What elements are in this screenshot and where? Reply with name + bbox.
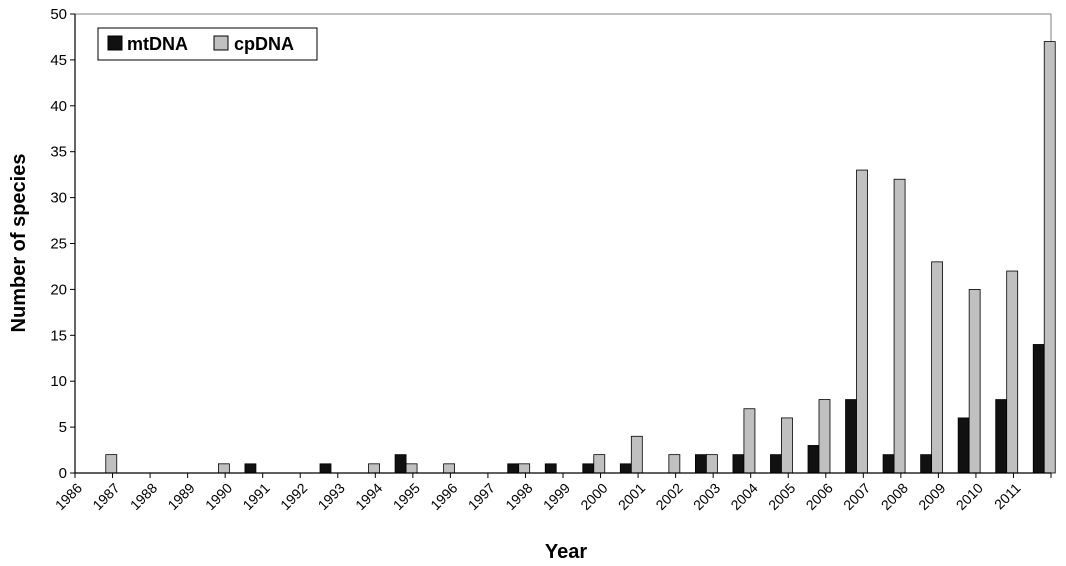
bar-cpdna-1986 — [105, 454, 118, 474]
y-tick-label: 10 — [50, 373, 67, 390]
y-tick-label: 30 — [50, 190, 67, 207]
x-tick-label: 2006 — [803, 480, 836, 513]
bar-mtdna-2010 — [995, 399, 1008, 474]
x-tick-label: 2005 — [765, 480, 798, 513]
bar-mtdna-1994 — [394, 454, 407, 474]
bar-mtdna-2011 — [1032, 344, 1045, 474]
bar-mtdna-2006 — [845, 399, 857, 474]
plot-area — [74, 13, 1052, 474]
x-tick-label: 1999 — [540, 480, 573, 513]
y-tick-label: 25 — [50, 236, 67, 253]
bars-group — [105, 41, 1056, 474]
y-tick-labels: 0 5 10 15 20 25 30 35 40 45 50 — [50, 6, 75, 482]
x-tick-label: 1997 — [465, 480, 498, 513]
bar-cpdna-2002 — [705, 454, 718, 474]
legend-label-cpdna: cpDNA — [234, 34, 294, 54]
legend-label-mtdna: mtDNA — [127, 34, 188, 54]
y-tick-label: 0 — [59, 465, 67, 482]
bar-mtdna-2005 — [807, 445, 820, 474]
y-tick-label: 45 — [50, 52, 67, 69]
x-tick-label: 1986 — [52, 480, 85, 513]
x-tick-label: 2010 — [953, 480, 986, 513]
bar-mtdna-2008 — [920, 454, 933, 474]
legend: mtDNA cpDNA — [97, 27, 318, 61]
y-tick-label: 35 — [50, 144, 67, 161]
bar-cpdna-2008 — [931, 261, 944, 474]
x-tick-label: 1991 — [239, 480, 272, 513]
x-tick-label: 2009 — [915, 480, 948, 513]
x-tick-label: 2004 — [727, 480, 760, 513]
x-tick-label: 1992 — [277, 480, 310, 513]
bar-cpdna-1989 — [217, 463, 230, 474]
bar-mtdna-2003 — [732, 454, 745, 474]
bar-mtdna-2002 — [694, 454, 707, 474]
bar-cpdna-1993 — [368, 463, 380, 474]
legend-swatch-mtdna — [107, 35, 123, 51]
x-tick-label: 2002 — [652, 480, 685, 513]
bar-cpdna-2006 — [856, 169, 868, 474]
bar-mtdna-2004 — [770, 454, 782, 474]
x-tick-label: 2008 — [878, 480, 911, 513]
bar-cpdna-2000 — [630, 435, 643, 474]
bar-mtdna-2009 — [957, 417, 970, 474]
x-tick-label: 1998 — [502, 480, 535, 513]
x-tick-label: 2011 — [991, 480, 1024, 513]
bar-mtdna-2007 — [882, 454, 895, 474]
x-tick-label: 1987 — [89, 480, 122, 513]
x-tick-label: 1989 — [164, 480, 197, 513]
bar-cpdna-2007 — [893, 178, 906, 474]
y-tick-label: 40 — [50, 98, 67, 115]
bar-cpdna-2011 — [1043, 41, 1056, 474]
bar-cpdna-1995 — [443, 463, 456, 474]
y-tick-label: 5 — [59, 419, 67, 436]
bar-cpdna-1999 — [593, 454, 606, 474]
bar-cpdna-1997 — [518, 463, 531, 474]
bar-mtdna-1999 — [582, 463, 595, 474]
x-tick-label: 1995 — [390, 480, 423, 513]
x-tick-label: 2007 — [840, 480, 873, 513]
bar-cpdna-1994 — [405, 463, 418, 474]
y-tick-label: 15 — [50, 327, 67, 344]
legend-swatch-cpdna — [213, 35, 229, 51]
bar-cpdna-2010 — [1006, 270, 1019, 474]
x-tick-label: 2003 — [690, 480, 723, 513]
y-tick-label: 50 — [50, 6, 67, 23]
x-tick-label: 1996 — [427, 480, 460, 513]
bar-cpdna-2009 — [968, 288, 981, 474]
x-tick-label: 2001 — [615, 480, 648, 513]
bar-mtdna-2000 — [619, 463, 632, 474]
x-tick-label: 1988 — [127, 480, 160, 513]
x-tick-label: 1993 — [315, 480, 348, 513]
bar-mtdna-1997 — [507, 463, 520, 474]
bar-cpdna-2003 — [743, 408, 756, 474]
x-tick-label: 1994 — [352, 480, 385, 513]
bar-mtdna-1992 — [319, 463, 332, 474]
bar-cpdna-2005 — [818, 399, 831, 474]
x-axis-label: Year — [545, 541, 587, 563]
y-tick-label: 20 — [50, 281, 67, 298]
bar-cpdna-2004 — [781, 417, 793, 474]
y-axis-label: Number of species — [8, 154, 30, 333]
bar-mtdna-1998 — [544, 463, 557, 474]
bar-mtdna-1990 — [244, 463, 257, 474]
x-tick-label: 1990 — [202, 480, 235, 513]
x-tick-label: 2000 — [577, 480, 610, 513]
x-tick-labels: 1986 1987 1988 1989 1990 1991 1992 1993 1994 1995… — [52, 473, 1052, 513]
bar-cpdna-2001 — [668, 454, 681, 474]
